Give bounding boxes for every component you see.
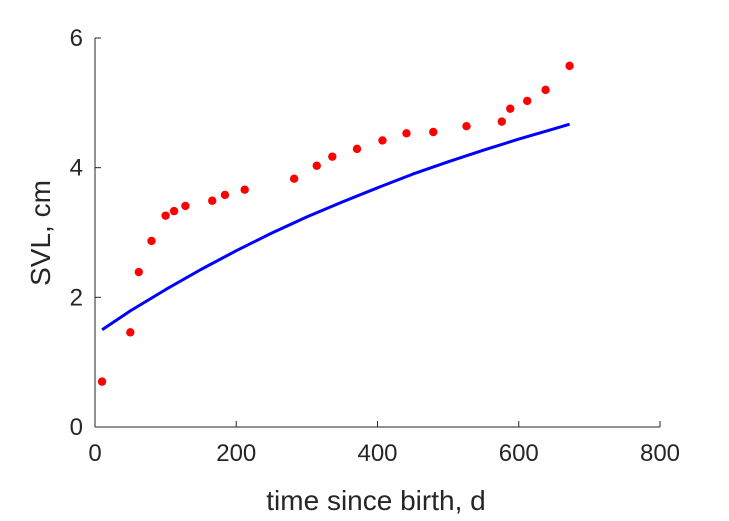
data-point bbox=[312, 161, 321, 170]
data-point bbox=[240, 185, 249, 194]
data-point bbox=[161, 211, 170, 220]
y-axis-ticks: 0 2 4 6 bbox=[70, 25, 101, 441]
data-points bbox=[97, 61, 574, 386]
y-tick-label: 4 bbox=[70, 155, 83, 182]
data-point bbox=[429, 127, 438, 137]
data-point bbox=[220, 190, 230, 200]
x-tick-label: 600 bbox=[499, 440, 539, 467]
x-axis-ticks: 0 200 400 600 800 bbox=[88, 421, 680, 467]
data-point bbox=[289, 174, 299, 183]
data-point bbox=[134, 267, 143, 277]
x-tick-label: 400 bbox=[357, 440, 397, 467]
data-point bbox=[147, 236, 156, 246]
data-point bbox=[378, 136, 387, 145]
data-point bbox=[328, 152, 337, 161]
data-point bbox=[506, 104, 515, 113]
data-point bbox=[181, 201, 190, 211]
x-tick-label: 800 bbox=[640, 440, 680, 467]
fit-curve-line bbox=[101, 122, 571, 332]
fit-line bbox=[101, 122, 571, 332]
data-point bbox=[565, 61, 574, 71]
data-point bbox=[497, 117, 506, 126]
data-point bbox=[523, 96, 532, 106]
data-point bbox=[126, 328, 135, 337]
x-tick-label: 0 bbox=[88, 440, 101, 467]
x-tick-label: 200 bbox=[216, 440, 256, 467]
data-point bbox=[402, 129, 411, 138]
data-point bbox=[352, 144, 362, 154]
y-tick-label: 2 bbox=[70, 284, 83, 311]
data-point bbox=[208, 196, 217, 205]
x-axis-label: time since birth, d bbox=[266, 485, 485, 516]
y-axis-label: SVL, cm bbox=[25, 180, 56, 286]
data-point bbox=[169, 206, 179, 216]
data-point bbox=[541, 85, 550, 95]
data-point bbox=[462, 121, 471, 131]
y-tick-label: 6 bbox=[70, 25, 83, 52]
data-point bbox=[97, 377, 107, 386]
y-tick-label: 0 bbox=[70, 414, 83, 441]
